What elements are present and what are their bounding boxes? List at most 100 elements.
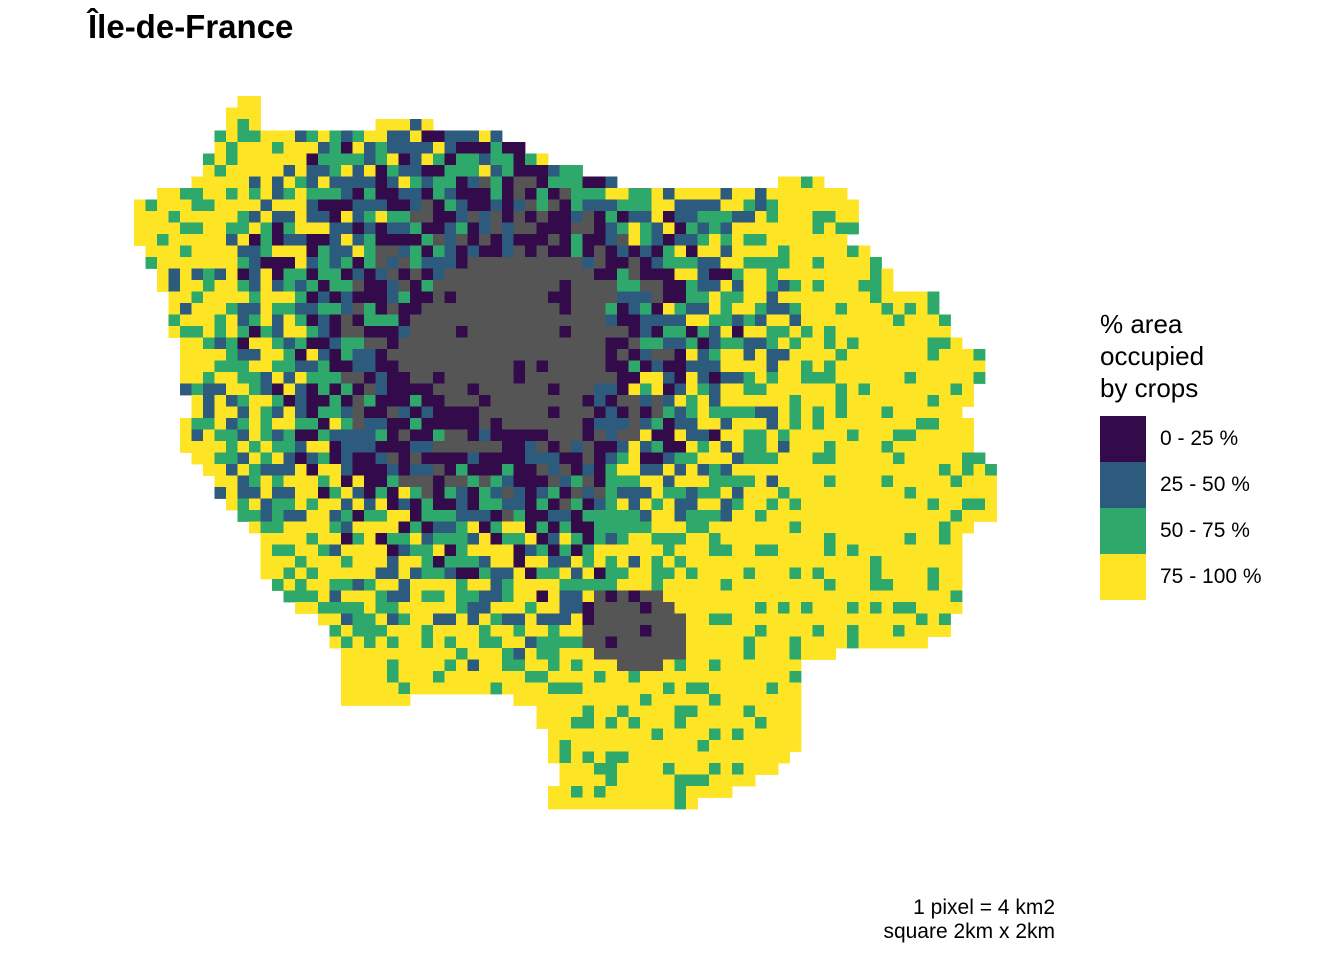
map-pixel (778, 418, 790, 430)
map-pixel (421, 659, 434, 672)
map-pixel (628, 694, 641, 706)
map-pixel (617, 188, 629, 200)
map-pixel (375, 199, 388, 212)
map-pixel (364, 613, 376, 626)
map-pixel (410, 625, 422, 637)
map-pixel (973, 498, 986, 511)
map-pixel (226, 153, 238, 166)
map-pixel (755, 326, 767, 338)
map-pixel (835, 452, 848, 465)
map-pixel (502, 257, 514, 269)
map-pixel (433, 176, 445, 189)
map-pixel (490, 245, 503, 258)
map-pixel (686, 395, 698, 407)
map-pixel (295, 510, 307, 522)
map-pixel (709, 268, 721, 281)
map-pixel (502, 349, 514, 361)
map-pixel (870, 268, 882, 281)
map-pixel (628, 268, 641, 281)
map-pixel (329, 245, 342, 258)
map-pixel (226, 383, 238, 396)
map-pixel (375, 291, 388, 304)
map-pixel (674, 613, 687, 626)
map-pixel (214, 268, 227, 281)
map-pixel (329, 579, 342, 591)
map-pixel (559, 797, 572, 810)
map-pixel (651, 567, 664, 580)
map-pixel (502, 498, 514, 511)
map-pixel (858, 464, 871, 476)
map-pixel (605, 383, 618, 396)
map-pixel (237, 211, 250, 223)
map-pixel (835, 406, 848, 419)
map-pixel (640, 211, 652, 223)
map-pixel (226, 303, 238, 315)
map-pixel (789, 383, 802, 396)
map-pixel (582, 257, 595, 269)
map-pixel (387, 521, 399, 534)
map-pixel (674, 268, 687, 281)
map-pixel (674, 705, 687, 718)
map-pixel (582, 613, 595, 626)
map-pixel (456, 556, 468, 568)
map-pixel (467, 291, 480, 304)
map-pixel (640, 383, 652, 396)
map-pixel (226, 211, 238, 223)
map-pixel (329, 498, 342, 511)
map-pixel (467, 452, 480, 465)
map-pixel (617, 602, 629, 614)
map-pixel (743, 705, 756, 718)
map-pixel (927, 625, 940, 637)
map-pixel (651, 648, 664, 660)
map-pixel (571, 590, 583, 603)
map-pixel (950, 487, 963, 499)
map-pixel (479, 165, 491, 177)
map-pixel (720, 498, 733, 511)
map-pixel (421, 372, 434, 384)
map-pixel (272, 142, 284, 154)
map-pixel (801, 326, 813, 338)
map-pixel (536, 245, 549, 258)
map-pixel (467, 188, 480, 200)
map-pixel (789, 441, 802, 453)
map-pixel (249, 383, 261, 396)
map-pixel (502, 533, 514, 545)
map-pixel (502, 648, 514, 660)
map-pixel (709, 360, 721, 373)
map-pixel (778, 728, 790, 741)
map-pixel (467, 636, 480, 649)
map-pixel (674, 751, 687, 764)
map-pixel (904, 544, 917, 557)
map-pixel (835, 625, 848, 637)
map-pixel (720, 199, 733, 212)
map-pixel (410, 383, 422, 396)
map-pixel (663, 613, 675, 626)
map-pixel (214, 222, 227, 235)
map-pixel (260, 280, 273, 292)
map-pixel (398, 475, 411, 488)
map-pixel (375, 314, 388, 327)
map-pixel (674, 452, 687, 465)
map-pixel (617, 314, 629, 327)
map-pixel (743, 395, 756, 407)
map-pixel (214, 153, 227, 166)
map-pixel (628, 395, 641, 407)
map-pixel (778, 176, 790, 189)
map-pixel (536, 188, 549, 200)
map-pixel (375, 165, 388, 177)
map-pixel (513, 694, 526, 706)
map-pixel (605, 763, 618, 775)
map-pixel (329, 544, 342, 557)
map-pixel (571, 544, 583, 557)
map-pixel (490, 142, 503, 154)
map-pixel (249, 441, 261, 453)
map-pixel (927, 291, 940, 304)
map-pixel (789, 636, 802, 649)
map-pixel (801, 314, 813, 327)
map-pixel (950, 602, 963, 614)
map-pixel (835, 268, 848, 281)
map-pixel (605, 671, 618, 683)
map-pixel (191, 452, 204, 465)
map-pixel (318, 130, 330, 143)
map-pixel (778, 452, 790, 465)
